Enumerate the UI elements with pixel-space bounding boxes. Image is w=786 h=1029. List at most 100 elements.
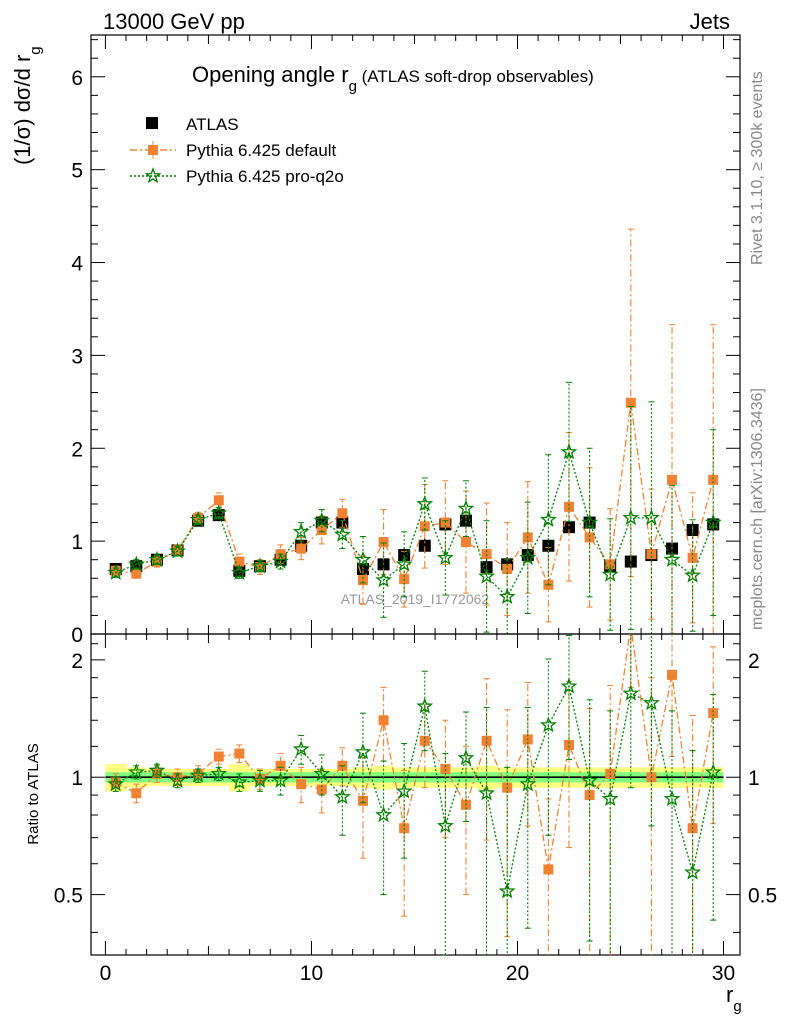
ratio-series-group [105,634,724,955]
default-point [708,474,719,485]
default-point [193,512,204,523]
ratio-proq2o-point [457,749,475,766]
proq2o-point [539,510,557,527]
legend-label-proq2o: Pythia 6.425 pro-q2o [186,167,344,186]
default-point [151,556,162,567]
ratio-default-point [481,735,492,746]
proq2o-point [560,443,578,460]
main-series-group [107,228,722,634]
ratio-proq2o-point [560,677,578,694]
ratio-default-point [172,772,183,783]
proq2o-point [375,571,392,588]
proq2o-point [622,509,640,526]
main-ylabel: (1/σ) dσ/d rg [10,46,44,165]
ratio-default-point [605,768,616,779]
proq2o-point [498,587,516,605]
proq2o-point [581,513,599,530]
ratio-proq2o-point [169,771,186,788]
proq2o-point [107,563,125,580]
main-y-tick-label: 0 [71,624,83,647]
ratio-y-tick-label: 1 [71,767,83,790]
default-point [337,508,348,519]
proq2o-point [416,495,434,512]
analysis-watermark: ATLAS_2019_I1772062 [341,591,490,607]
atlas-point [562,521,575,534]
ratio-default-point [234,748,245,759]
main-title: Opening angle rg (ATLAS soft-drop observ… [192,62,594,95]
ratio-proq2o-point [642,694,660,711]
proq2o-point [642,509,660,526]
ratio-proq2o-point [375,806,392,823]
atlas-point [212,509,225,522]
default-point [481,549,492,560]
main-plot-area: 0 1 2 3 4 5 6 [71,34,741,647]
default-line [115,402,714,587]
ratio-proq2o-point [354,743,372,760]
ratio-default-point [378,715,389,726]
proq2o-point [210,504,228,521]
proq2o-point [601,565,619,582]
ratio-proq2o-point [148,761,166,778]
proq2o-point [519,548,537,566]
default-point [110,565,121,576]
ratio-proq2o-point [436,817,454,834]
main-y-tick-label: 5 [71,160,83,183]
main-y-tick-label: 2 [71,438,83,461]
main-y-tick-label: 3 [71,345,83,368]
proq2o-point [189,510,207,527]
main-title-text: Opening angle r [192,62,349,87]
proq2o-point [704,513,722,530]
default-point [667,474,678,485]
ratio-y-tick-label-right: 2 [748,650,760,673]
ratio-y-tick-label-right: 0.5 [748,885,777,908]
proq2o-point [169,542,186,559]
main-y-tick-label: 6 [71,67,83,90]
ratio-proq2o-point [478,784,496,801]
ratio-proq2o-point [704,763,722,780]
x-tick-label: 30 [712,962,735,985]
ratio-proq2o-point [313,765,331,782]
default-point [357,575,368,586]
proq2o-point [127,555,145,572]
ratio-proq2o-point [251,771,269,788]
ratio-default-point [213,751,224,762]
proq2o-point [663,550,681,567]
default-point [563,501,574,512]
ratio-default-point [131,788,142,799]
atlas-point [418,539,431,552]
x-axis-label: rg [726,982,742,1015]
main-ylabel-subscript: g [27,46,44,54]
ratio-proq2o-point [189,766,207,783]
default-point [378,537,389,548]
legend-label-atlas: ATLAS [186,115,239,134]
ratio-y-tick-label-right: 1 [748,767,760,790]
ratio-y-tick-label: 2 [71,650,83,673]
ratio-default-point [584,790,595,801]
default-point [460,537,471,548]
atlas-point [459,514,472,527]
ratio-proq2o-point [333,788,351,805]
proq2o-point [457,499,475,516]
ratio-proq2o-point [272,771,289,788]
ratio-default-point [563,739,574,750]
ratio-proq2o-point [498,882,516,899]
ratio-proq2o-point [416,697,434,714]
ratio-proq2o-point [539,716,557,733]
main-y-tick-label: 1 [71,531,83,554]
proq2o-point [395,555,413,572]
rivet-version-label: Rivet 3.1.10, ≥ 300k events [749,71,766,265]
proq2o-point [478,567,496,584]
ratio-proq2o-point [230,773,248,790]
ratio-proq2o-point [210,765,228,782]
ratio-ylabel: Ratio to ATLAS [25,743,42,844]
x-tick-label: 20 [506,962,529,985]
ratio-proq2o-point [519,775,537,792]
ratio-default-point [275,760,286,771]
default-point [625,397,636,408]
main-ylabel-text: (1/σ) dσ/d r [10,55,35,165]
proq2o-point [251,557,269,574]
default-point [646,549,657,560]
ratio-proq2o-point [581,771,599,788]
proq2o-point [436,548,454,566]
proq2o-point [230,563,248,580]
